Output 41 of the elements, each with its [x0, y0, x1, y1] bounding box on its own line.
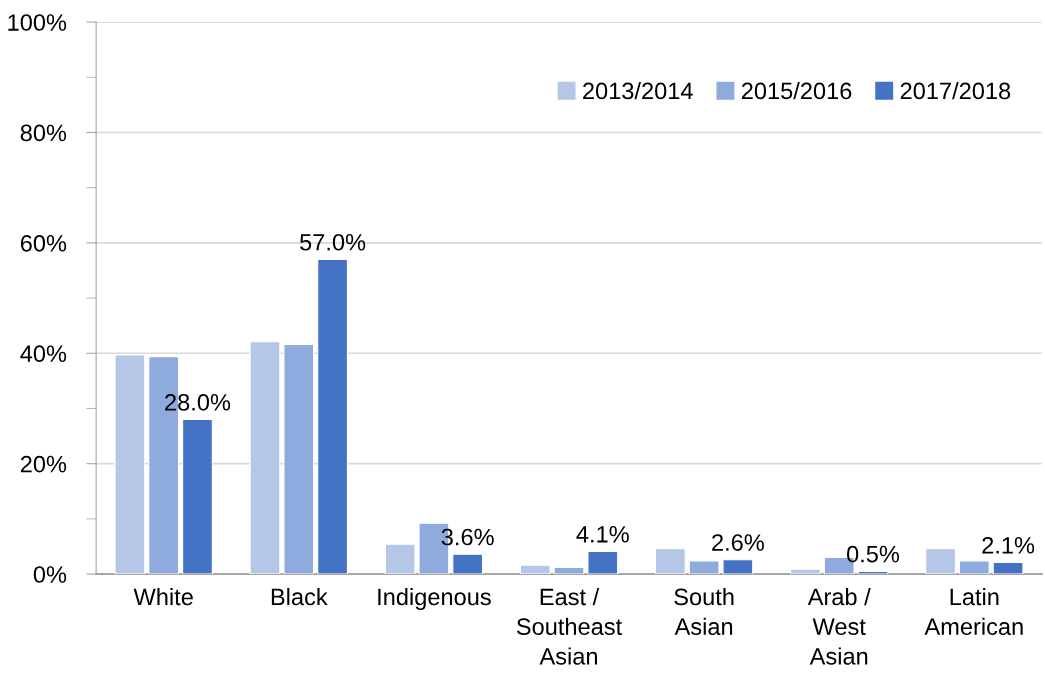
data-label: 2.1%	[982, 536, 1035, 554]
y-tick-label: 20%	[20, 455, 67, 473]
bar	[688, 560, 720, 575]
data-label: 2.6%	[712, 534, 764, 551]
bar	[249, 341, 281, 575]
x-tick-label: East / Southeast Asian	[516, 587, 622, 665]
bar	[182, 418, 213, 575]
bar	[384, 543, 416, 575]
x-tick-label: Indigenous	[378, 587, 491, 610]
legend-label: 2015/2016	[741, 81, 852, 100]
x-tick-label: Black	[271, 587, 328, 606]
bar	[790, 568, 821, 575]
bar	[317, 258, 348, 575]
data-label: 4.1%	[576, 526, 629, 543]
x-tick-label: South Asian	[674, 587, 734, 636]
bar	[114, 354, 146, 575]
bar	[654, 548, 686, 575]
bar	[283, 343, 315, 575]
bar	[553, 566, 585, 575]
bar	[722, 559, 754, 575]
y-tick-label: 100%	[8, 14, 67, 31]
bar	[519, 564, 551, 575]
x-tick-label: Arab / West Asian	[807, 587, 871, 665]
bar	[925, 548, 956, 575]
data-label: 3.6%	[441, 528, 494, 546]
bar	[958, 560, 990, 575]
data-label: 57.0%	[300, 233, 366, 251]
data-label: 28.0%	[165, 393, 231, 411]
bar	[857, 570, 889, 575]
x-tick-label: Latin American	[924, 587, 1023, 636]
legend-label: 2013/2014	[583, 81, 693, 100]
legend-label: 2017/2018	[900, 81, 1011, 100]
y-tick-label: 0%	[33, 566, 67, 583]
x-tick-label: White	[133, 587, 193, 606]
bar	[992, 561, 1024, 575]
data-label: 0.5%	[847, 545, 900, 563]
y-tick-label: 40%	[20, 345, 67, 363]
y-tick-label: 80%	[20, 124, 67, 142]
bar	[452, 553, 484, 575]
y-tick-label: 60%	[20, 234, 67, 252]
bar	[587, 550, 619, 575]
